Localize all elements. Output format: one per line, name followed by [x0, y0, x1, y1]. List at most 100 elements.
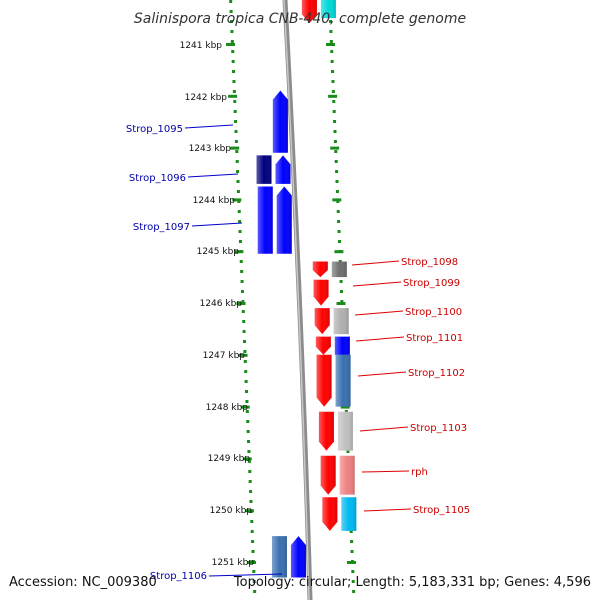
tick-label-1250: 1250 kbp: [210, 506, 253, 516]
leader-line-left: [187, 173, 239, 178]
scale-dot-right: [336, 210, 340, 213]
scale-dot-left: [232, 90, 236, 93]
leader-line-left: [191, 222, 243, 227]
scale-dot-right: [352, 590, 356, 593]
scale-tick-left: [236, 302, 246, 305]
scale-dot-right: [335, 170, 339, 173]
gene-label-strop-1103[interactable]: Strop_1103: [410, 423, 467, 434]
gene-feature-shading: [339, 455, 355, 495]
scale-dot-right: [337, 230, 341, 233]
scale-dot-left: [251, 540, 255, 543]
gene-label-strop-1102[interactable]: Strop_1102: [408, 368, 465, 379]
tick-label-1247: 1247 kbp: [203, 351, 246, 361]
tick-label-1248: 1248 kbp: [206, 403, 249, 413]
tick-label-1244: 1244 kbp: [193, 196, 236, 206]
tick-label-1251: 1251 kbp: [212, 558, 255, 568]
accession-text: Accession: NC_009380: [9, 575, 157, 590]
scale-dot-right: [334, 150, 338, 153]
scale-dot-right: [346, 450, 350, 453]
tick-label-1242: 1242 kbp: [185, 93, 228, 103]
scale-tick-right: [332, 198, 342, 202]
gene-feature-shading: [337, 411, 353, 451]
scale-dot-right: [329, 40, 333, 43]
tick-label-1241: 1241 kbp: [180, 41, 223, 51]
gene-feature-shading: [290, 536, 306, 578]
label-leader-lines: [184, 124, 412, 577]
map-title: Salinispora tropica CNB-440, complete ge…: [134, 11, 466, 27]
gene-feature-shading: [315, 336, 331, 355]
tick-label-1246: 1246 kbp: [200, 299, 243, 309]
scale-dot-left: [249, 490, 253, 493]
gene-label-strop-1105[interactable]: Strop_1105: [413, 505, 470, 516]
leader-line-right: [361, 470, 410, 473]
gene-feature-shading: [320, 0, 336, 19]
scale-dot-left: [252, 580, 256, 583]
scale-tick-right: [334, 250, 344, 254]
gene-label-strop-1099[interactable]: Strop_1099: [403, 278, 460, 289]
tick-label-1249: 1249 kbp: [208, 454, 251, 464]
scale-dot-left: [238, 230, 242, 233]
leader-line-left: [184, 124, 234, 129]
scale-dot-left: [232, 80, 236, 83]
scale-dot-right: [332, 110, 336, 113]
scale-tick-right: [347, 561, 356, 564]
gene-feature-shading: [331, 261, 347, 278]
leader-line-right: [363, 508, 412, 512]
scale-dot-left: [247, 450, 251, 453]
scale-dot-right: [344, 410, 348, 413]
scale-dot-left: [235, 150, 239, 153]
leader-line-right: [355, 336, 405, 342]
gene-label-strop-1095[interactable]: Strop_1095: [126, 124, 183, 135]
gene-label-strop-1101[interactable]: Strop_1101: [406, 333, 463, 344]
scale-dot-right: [331, 80, 335, 83]
scale-tick-right: [340, 405, 350, 409]
scale-dot-right: [329, 20, 333, 23]
gene-label-strop-1097[interactable]: Strop_1097: [133, 222, 190, 233]
scale-dot-left: [234, 130, 238, 133]
gene-label-strop-1100[interactable]: Strop_1100: [405, 307, 462, 318]
scale-dot-left: [249, 500, 253, 503]
scale-dot-left: [245, 390, 249, 393]
scale-dot-left: [245, 410, 249, 413]
scale-tick-right: [336, 302, 346, 305]
scale-dot-left: [253, 590, 257, 593]
scale-dot-right: [351, 570, 355, 573]
gene-label-rph[interactable]: rph: [411, 467, 428, 478]
scale-dot-right: [340, 300, 344, 303]
scale-dot-right: [335, 190, 339, 193]
scale-tick-left: [247, 561, 256, 564]
gene-feature-shading: [272, 90, 288, 153]
scale-dot-left: [250, 520, 254, 523]
scale-dot-left: [236, 170, 240, 173]
gene-label-strop-1106[interactable]: Strop_1106: [150, 571, 207, 582]
gene-feature-shading: [271, 536, 287, 578]
gene-feature-shading: [335, 354, 351, 407]
gene-feature-shading: [322, 497, 338, 531]
scale-dot-left: [231, 60, 235, 63]
scale-tick-right: [326, 43, 335, 46]
scale-dot-left: [229, 0, 233, 3]
scale-dot-left: [235, 160, 239, 163]
scale-dot-right: [350, 550, 354, 553]
scale-dot-left: [238, 240, 242, 243]
gene-feature-shading: [313, 279, 329, 306]
leader-line-right: [354, 310, 404, 316]
gene-label-strop-1098[interactable]: Strop_1098: [401, 257, 458, 268]
scale-dot-left: [234, 140, 238, 143]
scale-dot-left: [241, 300, 245, 303]
scale-dot-right: [332, 100, 336, 103]
gene-feature-shading: [341, 497, 357, 531]
scale-dot-left: [243, 340, 246, 343]
gene-label-strop-1096[interactable]: Strop_1096: [129, 173, 186, 184]
scale-dot-left: [247, 460, 251, 463]
scale-dot-left: [252, 570, 256, 573]
scale-tick-left: [234, 250, 244, 254]
scale-dot-left: [230, 30, 234, 33]
scale-dot-left: [247, 440, 251, 443]
scale-tick-left: [240, 405, 250, 409]
scale-tick-left: [232, 198, 242, 202]
scale-dot-right: [339, 290, 343, 293]
scale-dot-left: [239, 260, 243, 263]
